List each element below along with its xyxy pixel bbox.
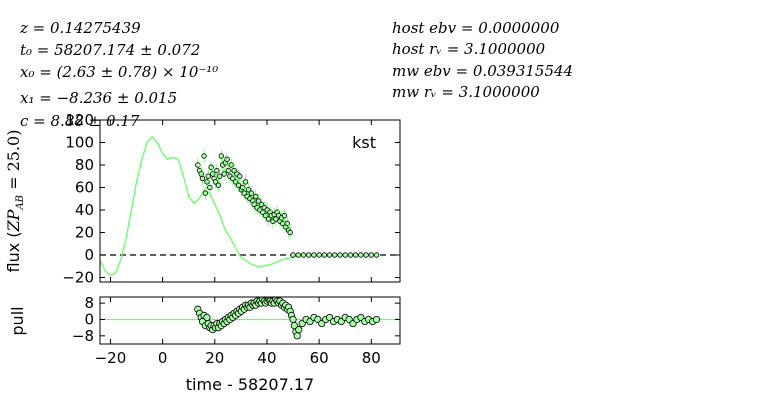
data-point — [224, 156, 230, 163]
data-point — [205, 173, 211, 179]
flux-axis-label-tail: = 25.0) — [4, 130, 23, 195]
flux-axis-label-zp: ZP — [4, 209, 23, 232]
data-point — [217, 173, 223, 179]
y-tick-label: −20 — [62, 269, 94, 287]
data-point — [214, 167, 220, 174]
y-tick-label: 20 — [75, 224, 94, 242]
data-point — [203, 313, 211, 322]
data-point — [207, 184, 213, 191]
data-point — [363, 252, 369, 258]
data-point — [202, 190, 209, 196]
data-point — [372, 315, 381, 324]
flux-panel-frame — [99, 119, 401, 283]
data-point — [287, 229, 293, 236]
x-tick-label: 0 — [158, 349, 168, 367]
data-point — [337, 252, 343, 258]
data-point — [237, 173, 243, 179]
x-tick-label: 20 — [205, 349, 224, 367]
pull-panel-frame — [99, 296, 401, 345]
y-tick-label: 8 — [84, 294, 94, 312]
flux-axis-label-subscript: AB — [15, 195, 26, 211]
data-point — [241, 190, 247, 196]
data-point — [342, 252, 348, 258]
data-point — [215, 182, 222, 188]
model-curve — [100, 135, 304, 277]
data-point — [262, 212, 269, 219]
pull-panel: −808−20 0 20 40 60 80 — [72, 294, 401, 367]
param-mw-ebv: mw ebv = 0.039315544 — [392, 62, 574, 80]
x-tick-label: −20 — [95, 349, 127, 367]
data-point — [245, 187, 252, 193]
y-tick-label: 60 — [75, 179, 94, 197]
y-tick-label: −8 — [72, 327, 94, 345]
data-point — [248, 190, 255, 196]
param-x1: x₁ = −8.236 ± 0.015 — [20, 89, 178, 107]
data-point — [321, 252, 328, 258]
flux-axis-label-main: flux ( — [4, 231, 23, 272]
x-tick-label: 40 — [257, 349, 276, 367]
data-point — [235, 182, 242, 188]
x-tick-label: 80 — [362, 349, 381, 367]
y-tick-label: 80 — [75, 156, 94, 174]
param-z: z = 0.14275439 — [20, 19, 141, 37]
flux-panel-plot-area — [100, 135, 400, 277]
data-point — [199, 175, 206, 182]
param-host-rv: host rᵥ = 3.1000000 — [392, 40, 546, 58]
y-tick-label: 40 — [75, 201, 94, 219]
data-point — [326, 252, 333, 258]
data-point — [290, 252, 296, 258]
data-point — [289, 315, 297, 324]
data-point — [316, 252, 322, 258]
band-label: kst — [352, 133, 376, 152]
y-tick-label: 0 — [84, 246, 94, 264]
data-point — [281, 212, 288, 219]
data-point — [253, 193, 259, 200]
y-tick-label: 0 — [84, 310, 94, 328]
y-tick-label: 100 — [65, 134, 94, 152]
data-point — [195, 162, 201, 168]
data-point — [239, 184, 246, 191]
data-point — [358, 252, 364, 258]
x-tick-label: 60 — [310, 349, 329, 367]
data-point — [295, 252, 301, 258]
param-t0: t₀ = 58207.174 ± 0.072 — [20, 41, 201, 59]
data-point — [373, 252, 380, 258]
data-point — [305, 252, 312, 258]
param-c: c = 8.88 ± 0.17 — [20, 112, 140, 130]
pull-axis-label: pull — [8, 306, 27, 335]
data-point — [293, 332, 301, 340]
param-host-ebv: host ebv = 0.0000000 — [392, 19, 560, 37]
flux-panel: −20 0 20 40 60 80 100 120 — [62, 111, 401, 287]
param-x0: x₀ = (2.63 ± 0.78) × 10⁻¹⁰ — [20, 63, 219, 81]
pull-panel-plot-area — [100, 297, 400, 340]
data-point — [295, 326, 303, 334]
data-point — [231, 167, 237, 174]
data-point — [311, 252, 317, 258]
time-axis-label: time - 58207.17 — [186, 375, 314, 394]
data-point — [265, 216, 272, 222]
data-point — [368, 252, 375, 258]
data-point — [352, 252, 359, 258]
data-point — [201, 153, 207, 159]
data-point — [228, 162, 234, 168]
data-point — [251, 201, 257, 208]
data-point — [255, 198, 262, 204]
data-point — [221, 171, 227, 177]
data-point — [300, 252, 307, 258]
y-tick-label: 120 — [65, 111, 94, 129]
data-point — [212, 179, 219, 185]
data-point — [208, 164, 214, 170]
data-point — [332, 252, 338, 258]
data-point — [242, 179, 249, 185]
data-point — [347, 252, 354, 258]
flux-axis-label: flux (ZPAB = 25.0) — [4, 130, 26, 273]
param-mw-rv: mw rᵥ = 3.1000000 — [392, 83, 540, 101]
data-point — [225, 167, 232, 174]
data-point — [218, 153, 225, 159]
